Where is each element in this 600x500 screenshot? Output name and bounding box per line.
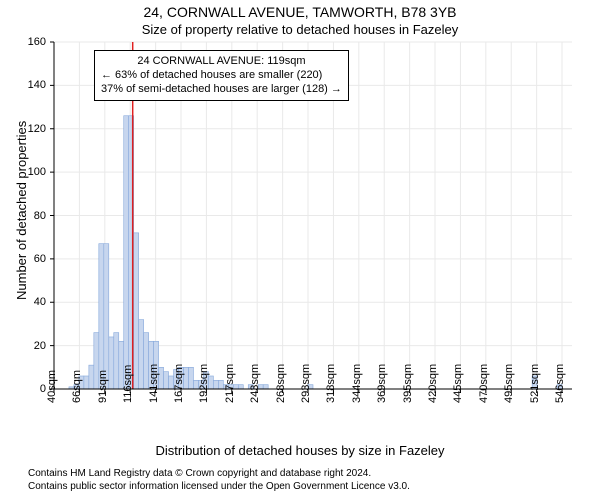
y-tick: 140 (28, 79, 46, 91)
y-tick: 100 (28, 166, 46, 178)
annotation-line: 24 CORNWALL AVENUE: 119sqm (101, 55, 342, 69)
x-axis-label: Distribution of detached houses by size … (0, 443, 600, 458)
y-tick: 20 (34, 340, 46, 352)
credits-line: Contains HM Land Registry data © Crown c… (28, 467, 410, 480)
annotation-box: 24 CORNWALL AVENUE: 119sqm ← 63% of deta… (94, 50, 349, 101)
page-title: 24, CORNWALL AVENUE, TAMWORTH, B78 3YB (0, 4, 600, 20)
credits: Contains HM Land Registry data © Crown c… (28, 467, 410, 493)
annotation-line: 37% of semi-detached houses are larger (… (101, 83, 342, 97)
annotation-line: ← 63% of detached houses are smaller (22… (101, 69, 342, 83)
y-tick: 160 (28, 36, 46, 48)
y-tick: 60 (34, 253, 46, 265)
y-tick: 80 (34, 210, 46, 222)
page-subtitle: Size of property relative to detached ho… (0, 22, 600, 37)
y-tick: 40 (34, 296, 46, 308)
credits-line: Contains public sector information licen… (28, 480, 410, 493)
y-axis-label: Number of detached properties (14, 121, 29, 300)
y-tick: 120 (28, 123, 46, 135)
